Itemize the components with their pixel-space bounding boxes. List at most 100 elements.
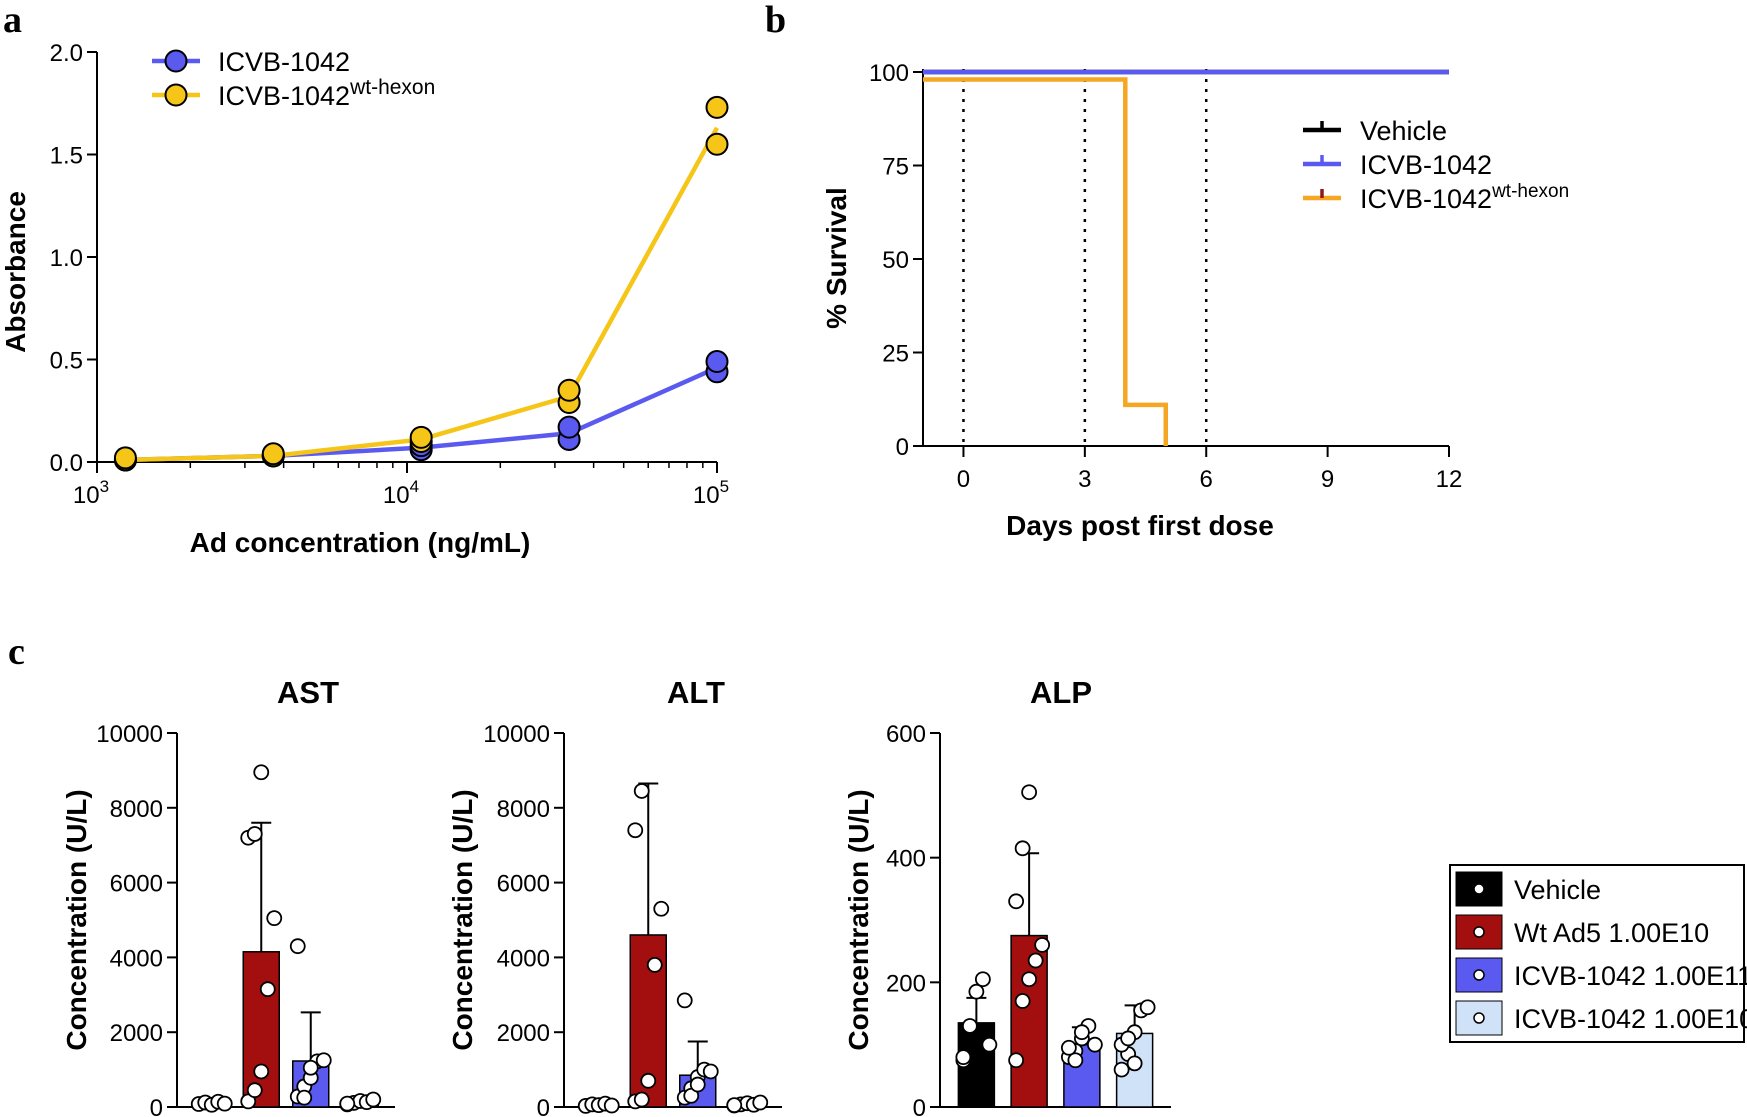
chart-a-point-0 bbox=[557, 415, 581, 439]
chart-c-alt-data-point bbox=[653, 900, 670, 917]
chart-a-x-tick-exponent: 5 bbox=[720, 477, 729, 496]
chart-c-alp-ylabel: Concentration (U/L) bbox=[843, 789, 874, 1050]
chart-c-ast-y-tick-label: 8000 bbox=[110, 796, 163, 823]
chart-c-ast-data-point bbox=[246, 1082, 263, 1099]
chart-a-absorbance: Ad concentration (ng/mL) Absorbance 0.0 0… bbox=[0, 40, 729, 558]
chart-c-alt-y-tick-label: 8000 bbox=[497, 796, 550, 823]
chart-c-alt-data-point bbox=[633, 1091, 650, 1108]
chart-c-alp-data-point bbox=[1086, 1036, 1103, 1053]
chart-c-alt-data-point bbox=[603, 1097, 620, 1114]
chart-c-ast-title: AST bbox=[277, 675, 339, 710]
chart-c-alt-ylabel: Concentration (U/L) bbox=[447, 789, 478, 1050]
chart-a-ylabel: Absorbance bbox=[0, 191, 31, 353]
chart-c-ast: AST Concentration (U/L) 0 2000 4000 6000 800… bbox=[61, 675, 395, 1117]
chart-c-alp-data-point bbox=[1027, 952, 1044, 969]
chart-c-ast-data-point bbox=[365, 1091, 382, 1108]
chart-a-point-1 bbox=[261, 442, 285, 466]
chart-c-ast-data-point bbox=[266, 910, 283, 927]
chart-c-ast-data-point bbox=[253, 1063, 270, 1080]
chart-c-alp-y-tick-label: 400 bbox=[886, 846, 926, 873]
chart-c-alp-data-point bbox=[1008, 1052, 1025, 1069]
chart-c-ast-data-point bbox=[302, 1059, 319, 1076]
chart-c-ast-data-point bbox=[296, 1089, 313, 1106]
chart-c-alp-data-point bbox=[1067, 1052, 1084, 1069]
bar-legend-marker bbox=[1473, 969, 1485, 981]
chart-c-alt-data-point bbox=[627, 822, 644, 839]
chart-c-alt-y-tick-label: 2000 bbox=[497, 1020, 550, 1047]
chart-a-xlabel: Ad concentration (ng/mL) bbox=[190, 527, 531, 558]
chart-c-ast-data-point bbox=[246, 826, 263, 842]
chart-b-x-tick-label: 3 bbox=[1078, 466, 1091, 493]
chart-c-ast-data-point bbox=[253, 764, 270, 781]
chart-a-legend-label: ICVB-1042wt-hexon bbox=[218, 76, 435, 111]
chart-b-y-tick-label: 100 bbox=[869, 60, 909, 87]
chart-c-ast-data-point bbox=[259, 981, 276, 998]
chart-c-alp-data-point bbox=[1034, 937, 1051, 953]
bar-legend-label: Vehicle bbox=[1514, 875, 1601, 905]
chart-c-alt-data-point bbox=[702, 1063, 719, 1080]
chart-a-y-tick-label: 2.0 bbox=[50, 40, 83, 67]
chart-b-legend-label-superscript: wt-hexon bbox=[1491, 181, 1569, 202]
chart-a-x-tick-label: 105 bbox=[693, 477, 729, 509]
chart-a-point-0 bbox=[705, 350, 729, 374]
bar-legend-marker bbox=[1473, 926, 1485, 938]
chart-c-ast-bar-1 bbox=[242, 951, 280, 1108]
chart-c-ast-data-point bbox=[339, 1095, 356, 1112]
chart-a-y-tick-label: 1.0 bbox=[50, 245, 83, 272]
chart-a-series-line-1 bbox=[125, 126, 719, 463]
chart-b-x-tick-label: 12 bbox=[1436, 466, 1463, 493]
chart-c-alt-data-point bbox=[633, 783, 650, 799]
chart-b-survival-curve-2 bbox=[923, 77, 1169, 446]
chart-b-survival: Days post first dose % Survival 0 25 50 75 1… bbox=[821, 60, 1569, 541]
bar-legend-marker bbox=[1473, 1012, 1485, 1024]
chart-c-alp-data-point bbox=[1014, 840, 1031, 857]
chart-c-alp-data-point bbox=[1126, 1055, 1143, 1072]
chart-b-legend-label: Vehicle bbox=[1360, 116, 1447, 146]
chart-c-alp-title: ALP bbox=[1030, 675, 1092, 710]
bar-legend-label: ICVB-1042 1.00E10 bbox=[1514, 1004, 1747, 1034]
bar-legend-label: Wt Ad5 1.00E10 bbox=[1514, 918, 1709, 948]
chart-c-alp-data-point bbox=[1014, 993, 1031, 1009]
chart-b-y-tick-label: 25 bbox=[882, 341, 909, 368]
chart-c-alp-y-tick-label: 200 bbox=[886, 970, 926, 997]
chart-c-alp-data-point bbox=[1021, 971, 1038, 988]
chart-c-alp-y-tick-label: 0 bbox=[913, 1095, 926, 1117]
chart-c-alp-data-point bbox=[1008, 893, 1025, 910]
chart-c-ast-data-point bbox=[289, 938, 306, 955]
chart-b-x-tick-label: 9 bbox=[1321, 466, 1334, 493]
chart-c-alp-data-point bbox=[1139, 999, 1156, 1016]
chart-c-alt-title: ALT bbox=[667, 675, 725, 710]
chart-b-y-tick-label: 75 bbox=[882, 154, 909, 181]
chart-b-legend-label: ICVB-1042 bbox=[1360, 150, 1492, 180]
chart-c-alt-data-point bbox=[646, 956, 663, 973]
chart-a-x-tick-label: 103 bbox=[73, 477, 109, 509]
chart-a-legend-label: ICVB-1042 bbox=[218, 47, 350, 77]
chart-c-alp-data-point bbox=[968, 983, 985, 1000]
chart-c-alt-y-tick-label: 4000 bbox=[497, 945, 550, 972]
chart-b-x-tick-label: 0 bbox=[957, 466, 970, 493]
chart-c-alt-y-tick-label: 6000 bbox=[497, 871, 550, 898]
bar-legend-marker bbox=[1473, 883, 1485, 895]
chart-a-x-tick-exponent: 3 bbox=[100, 477, 109, 496]
chart-a-x-tick-label: 104 bbox=[383, 477, 419, 509]
chart-c-ast-data-point bbox=[216, 1095, 233, 1112]
chart-c-alt: ALT Concentration (U/L) 0 2000 4000 6000 800… bbox=[447, 675, 782, 1117]
chart-b-ylabel: % Survival bbox=[821, 187, 852, 329]
chart-a-point-1 bbox=[113, 446, 137, 470]
chart-c-alt-data-point bbox=[689, 1076, 706, 1093]
chart-c-alp-data-point bbox=[1120, 1030, 1137, 1047]
chart-c-alp-data-point bbox=[981, 1036, 998, 1053]
bar-legend: Vehicle Wt Ad5 1.00E10 ICVB-1042 1.00E11 IC… bbox=[1449, 864, 1747, 1043]
chart-a-legend-marker bbox=[164, 83, 188, 107]
chart-c-alp-data-point bbox=[974, 971, 991, 988]
chart-a-y-tick-label: 1.5 bbox=[50, 143, 83, 170]
chart-a-y-tick-label: 0.5 bbox=[50, 348, 83, 375]
chart-c-ast-y-tick-label: 4000 bbox=[110, 945, 163, 972]
bar-legend-label: ICVB-1042 1.00E11 bbox=[1514, 961, 1747, 991]
chart-b-y-tick-label: 50 bbox=[882, 247, 909, 274]
chart-c-alp-data-point bbox=[961, 1018, 978, 1034]
chart-b-y-tick-label: 0 bbox=[896, 434, 909, 461]
chart-c-alp-data-point bbox=[1021, 784, 1038, 801]
chart-a-point-1 bbox=[409, 425, 433, 449]
